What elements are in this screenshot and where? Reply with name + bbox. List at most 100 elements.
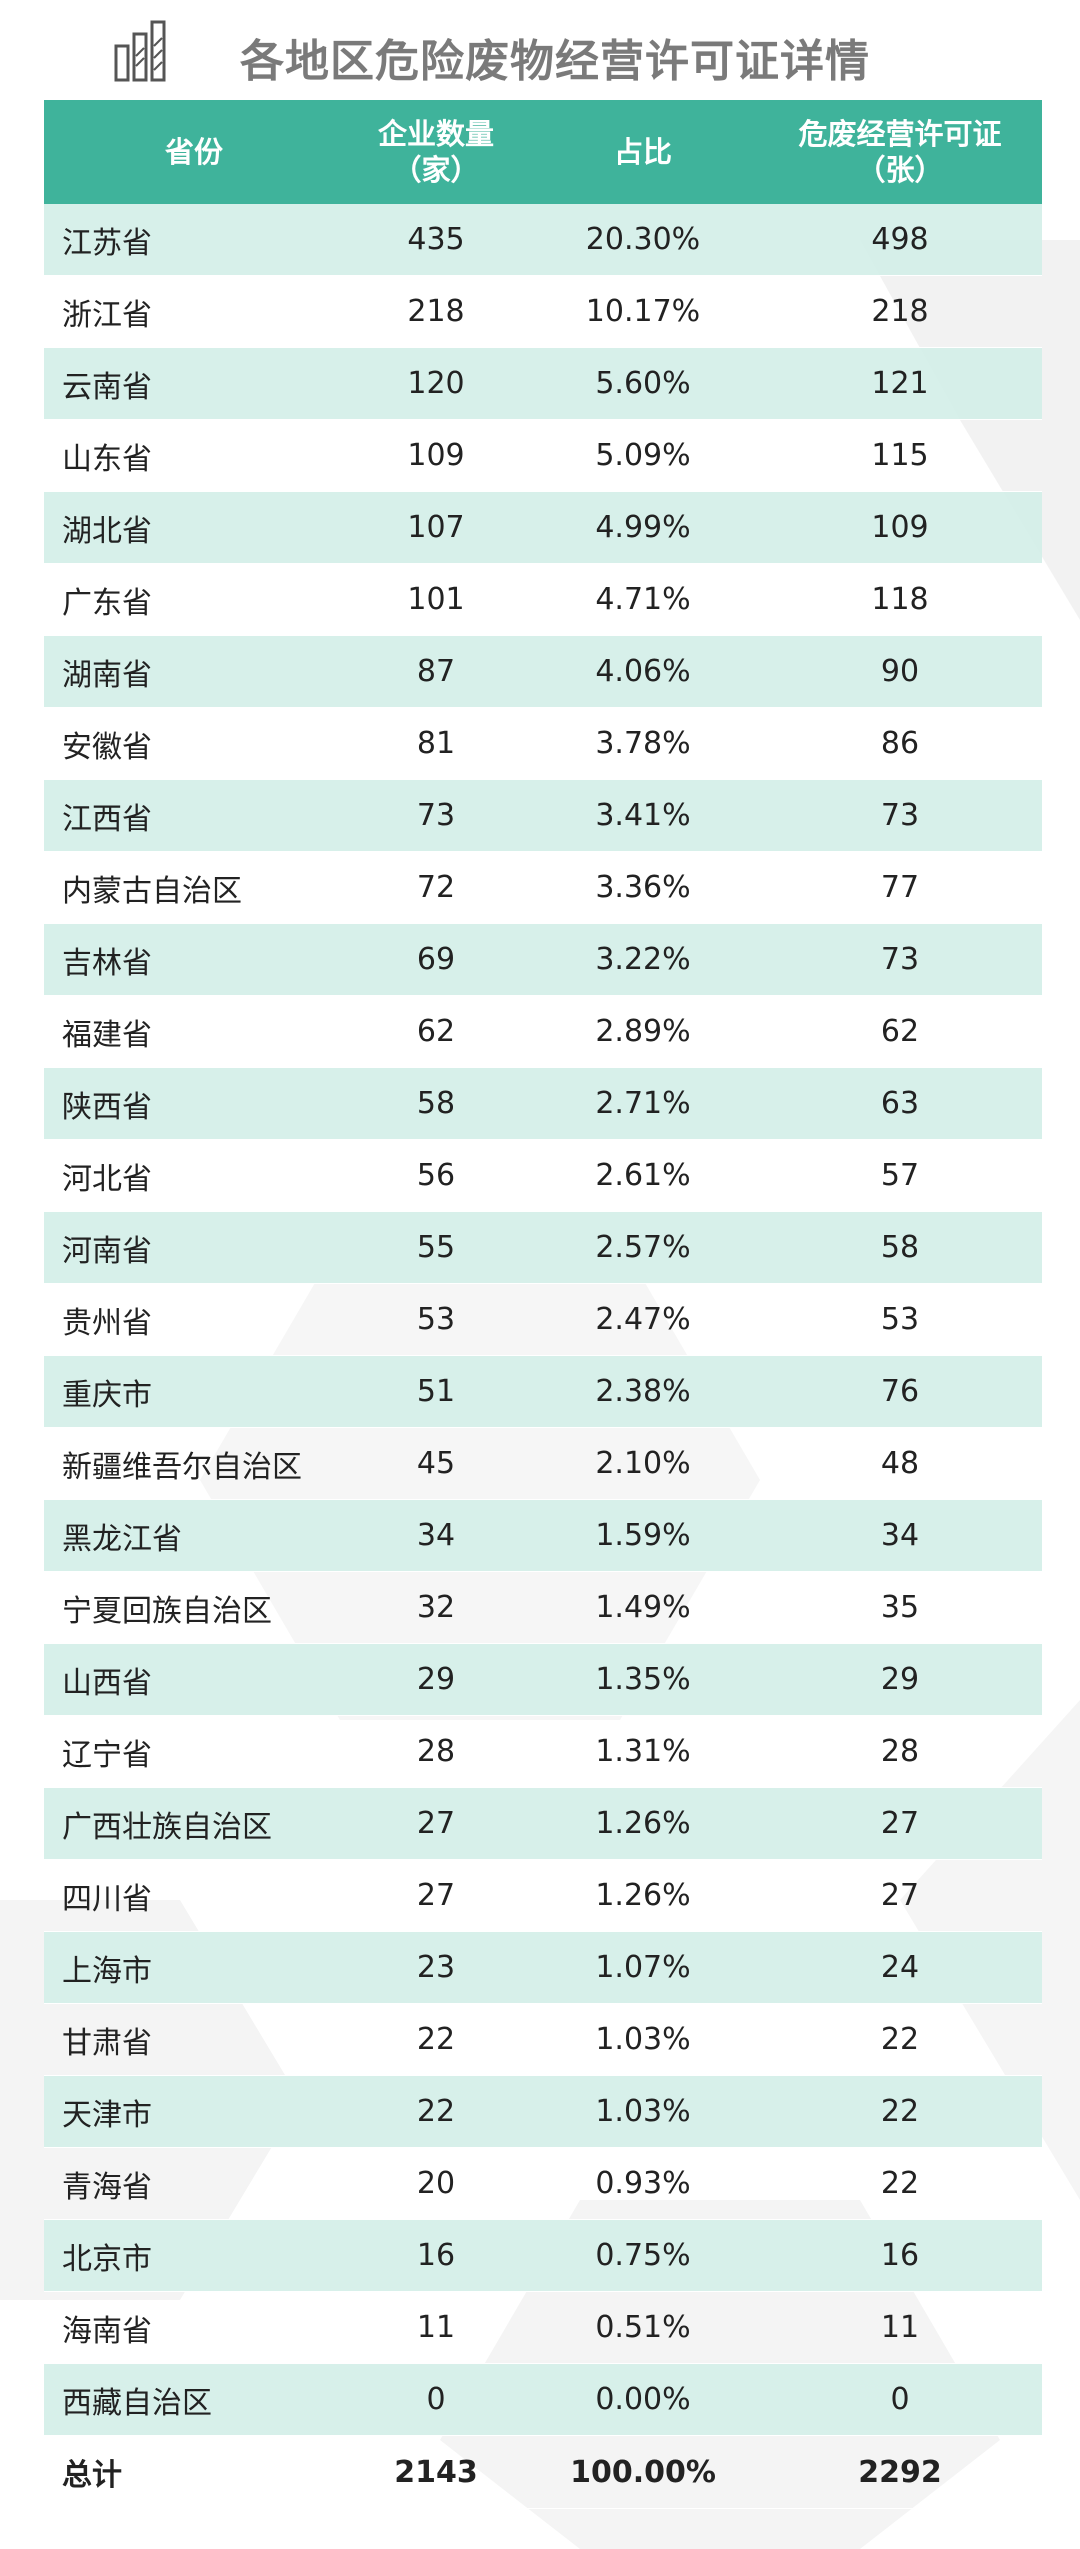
cell-province: 西藏自治区 [44, 2363, 344, 2436]
cell-province: 北京市 [44, 2219, 344, 2292]
cell-province: 四川省 [44, 1859, 344, 1932]
cell-share: 1.59% [528, 1499, 758, 1572]
cell-share: 3.36% [528, 851, 758, 924]
table-row: 湖北省 107 4.99% 109 [44, 491, 1042, 564]
table-row: 西藏自治区 0 0.00% 0 [44, 2363, 1042, 2436]
cell-province: 重庆市 [44, 1355, 344, 1428]
column-header-companies: 企业数量 （家） [344, 100, 528, 204]
cell-licenses: 90 [758, 635, 1042, 708]
cell-licenses: 11 [758, 2291, 1042, 2364]
cell-province: 湖北省 [44, 491, 344, 564]
cell-licenses: 115 [758, 419, 1042, 492]
table-row: 安徽省 81 3.78% 86 [44, 707, 1042, 780]
table-row: 广西壮族自治区 27 1.26% 27 [44, 1787, 1042, 1860]
cell-companies: 58 [344, 1067, 528, 1140]
cell-companies: 87 [344, 635, 528, 708]
cell-licenses: 28 [758, 1715, 1042, 1788]
cell-share: 3.41% [528, 779, 758, 852]
table-row: 宁夏回族自治区 32 1.49% 35 [44, 1571, 1042, 1644]
cell-companies: 435 [344, 204, 528, 276]
cell-companies: 120 [344, 347, 528, 420]
cell-share: 20.30% [528, 204, 758, 276]
cell-province: 宁夏回族自治区 [44, 1571, 344, 1644]
cell-province: 浙江省 [44, 275, 344, 348]
cell-companies: 23 [344, 1931, 528, 2004]
cell-province: 湖南省 [44, 635, 344, 708]
cell-licenses: 27 [758, 1787, 1042, 1860]
column-header-line1: 企业数量 [377, 117, 494, 151]
cell-companies: 109 [344, 419, 528, 492]
cell-licenses: 218 [758, 275, 1042, 348]
column-header-line1: 占比 [613, 135, 672, 169]
page-title: 各地区危险废物经营许可证详情 [240, 36, 870, 87]
table-row: 四川省 27 1.26% 27 [44, 1859, 1042, 1932]
table-row: 广东省 101 4.71% 118 [44, 563, 1042, 636]
cell-companies: 81 [344, 707, 528, 780]
cell-licenses: 76 [758, 1355, 1042, 1428]
cell-share: 4.99% [528, 491, 758, 564]
column-header-line2: （家） [392, 153, 480, 187]
cell-companies: 29 [344, 1643, 528, 1716]
cell-share: 1.49% [528, 1571, 758, 1644]
cell-licenses: 73 [758, 779, 1042, 852]
cell-province: 广东省 [44, 563, 344, 636]
cell-companies: 11 [344, 2291, 528, 2364]
total-row: 总计 2143 100.00% 2292 [44, 2435, 1042, 2509]
cell-licenses: 77 [758, 851, 1042, 924]
cell-companies: 34 [344, 1499, 528, 1572]
cell-licenses: 73 [758, 923, 1042, 996]
cell-share: 1.26% [528, 1859, 758, 1932]
cell-licenses: 498 [758, 204, 1042, 276]
cell-share: 10.17% [528, 275, 758, 348]
cell-province: 山西省 [44, 1643, 344, 1716]
cell-licenses: 121 [758, 347, 1042, 420]
cell-companies: 27 [344, 1787, 528, 1860]
table-row: 贵州省 53 2.47% 53 [44, 1283, 1042, 1356]
header: 各地区危险废物经营许可证详情 [0, 0, 1080, 100]
cell-licenses: 62 [758, 995, 1042, 1068]
column-header-province: 省份 [44, 100, 344, 204]
cell-companies: 53 [344, 1283, 528, 1356]
cell-companies: 51 [344, 1355, 528, 1428]
table-row: 重庆市 51 2.38% 76 [44, 1355, 1042, 1428]
cell-province: 上海市 [44, 1931, 344, 2004]
cell-licenses: 22 [758, 2075, 1042, 2148]
cell-share: 1.35% [528, 1643, 758, 1716]
cell-share: 0.75% [528, 2219, 758, 2292]
cell-share: 1.31% [528, 1715, 758, 1788]
cell-licenses: 22 [758, 2147, 1042, 2220]
cell-licenses: 109 [758, 491, 1042, 564]
cell-companies: 56 [344, 1139, 528, 1212]
cell-province: 安徽省 [44, 707, 344, 780]
cell-province: 江苏省 [44, 204, 344, 276]
cell-licenses: 48 [758, 1427, 1042, 1500]
cell-province: 海南省 [44, 2291, 344, 2364]
cell-companies: 45 [344, 1427, 528, 1500]
cell-province: 内蒙古自治区 [44, 851, 344, 924]
cell-share: 1.03% [528, 2003, 758, 2076]
table-row: 北京市 16 0.75% 16 [44, 2219, 1042, 2292]
cell-province: 陕西省 [44, 1067, 344, 1140]
table-body: 江苏省 435 20.30% 498 浙江省 218 10.17% 218 云南省 120 5.60… [44, 204, 1042, 2509]
cell-province: 山东省 [44, 419, 344, 492]
cell-companies: 69 [344, 923, 528, 996]
table-row: 山西省 29 1.35% 29 [44, 1643, 1042, 1716]
table-row: 新疆维吾尔自治区 45 2.10% 48 [44, 1427, 1042, 1500]
total-cell-licenses: 2292 [758, 2435, 1042, 2509]
table-row: 河南省 55 2.57% 58 [44, 1211, 1042, 1284]
cell-share: 0.93% [528, 2147, 758, 2220]
cell-share: 2.61% [528, 1139, 758, 1212]
cell-companies: 28 [344, 1715, 528, 1788]
cell-share: 2.10% [528, 1427, 758, 1500]
table-row: 青海省 20 0.93% 22 [44, 2147, 1042, 2220]
table-header: 省份 企业数量 （家） 占比 危废经营许可证 （张） [44, 100, 1042, 204]
cell-licenses: 16 [758, 2219, 1042, 2292]
cell-province: 贵州省 [44, 1283, 344, 1356]
license-table-container: 省份 企业数量 （家） 占比 危废经营许可证 （张） 江苏省 435 20.30% 498 浙江省… [44, 100, 1042, 2509]
cell-province: 广西壮族自治区 [44, 1787, 344, 1860]
table-row: 浙江省 218 10.17% 218 [44, 275, 1042, 348]
cell-companies: 16 [344, 2219, 528, 2292]
cell-licenses: 57 [758, 1139, 1042, 1212]
table-row: 福建省 62 2.89% 62 [44, 995, 1042, 1068]
cell-share: 4.06% [528, 635, 758, 708]
